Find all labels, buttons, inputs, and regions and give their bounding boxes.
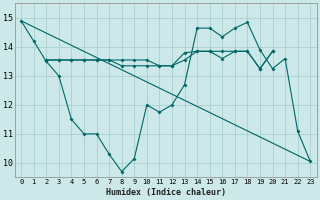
X-axis label: Humidex (Indice chaleur): Humidex (Indice chaleur) <box>106 188 226 197</box>
